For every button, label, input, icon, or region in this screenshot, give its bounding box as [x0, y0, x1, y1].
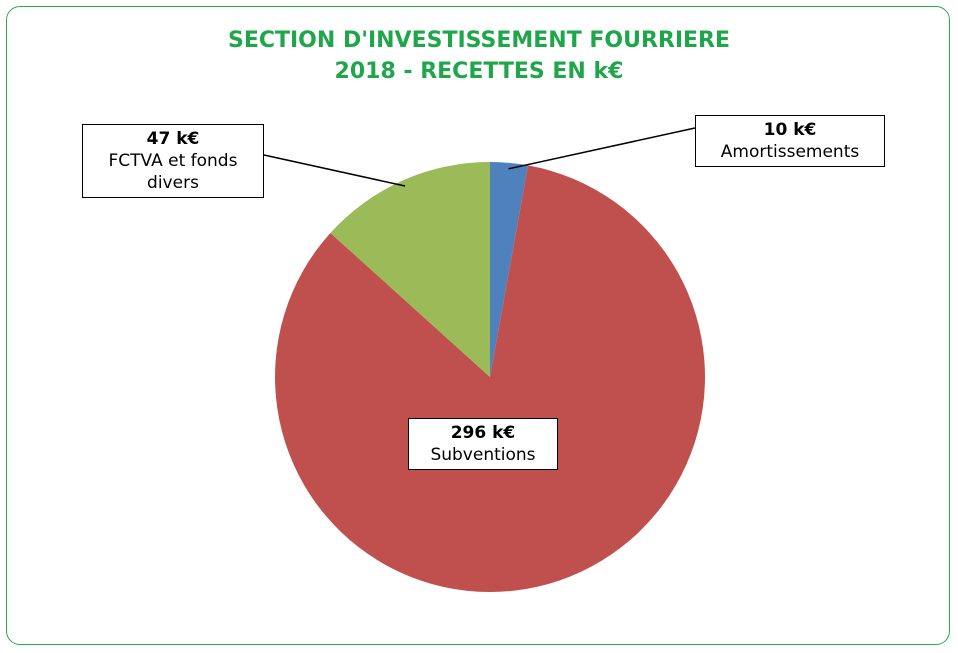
leader-line: [508, 127, 696, 170]
chart-title: SECTION D'INVESTISSEMENT FOURRIERE: [227, 28, 731, 53]
pie-slice: [330, 162, 490, 377]
pie-slice: [275, 165, 705, 592]
pie-slice: [490, 162, 529, 377]
value-label: 47 k€: [146, 129, 200, 149]
chart-frame: [6, 6, 950, 645]
data-label: 10 k€ Amortissements: [695, 115, 885, 167]
chart-title: 2018 - RECETTES EN k€: [334, 59, 624, 84]
category-label: Amortissements: [720, 142, 860, 162]
category-label: Subventions: [430, 445, 536, 465]
data-label: 296 k€ Subventions: [408, 418, 558, 470]
data-label: 47 k€ FCTVA et fonds divers: [82, 124, 264, 198]
category-label: FCTVA et fonds divers: [108, 151, 238, 193]
leader-line: [263, 154, 406, 187]
value-label: 10 k€: [763, 120, 817, 140]
value-label: 296 k€: [450, 423, 516, 443]
